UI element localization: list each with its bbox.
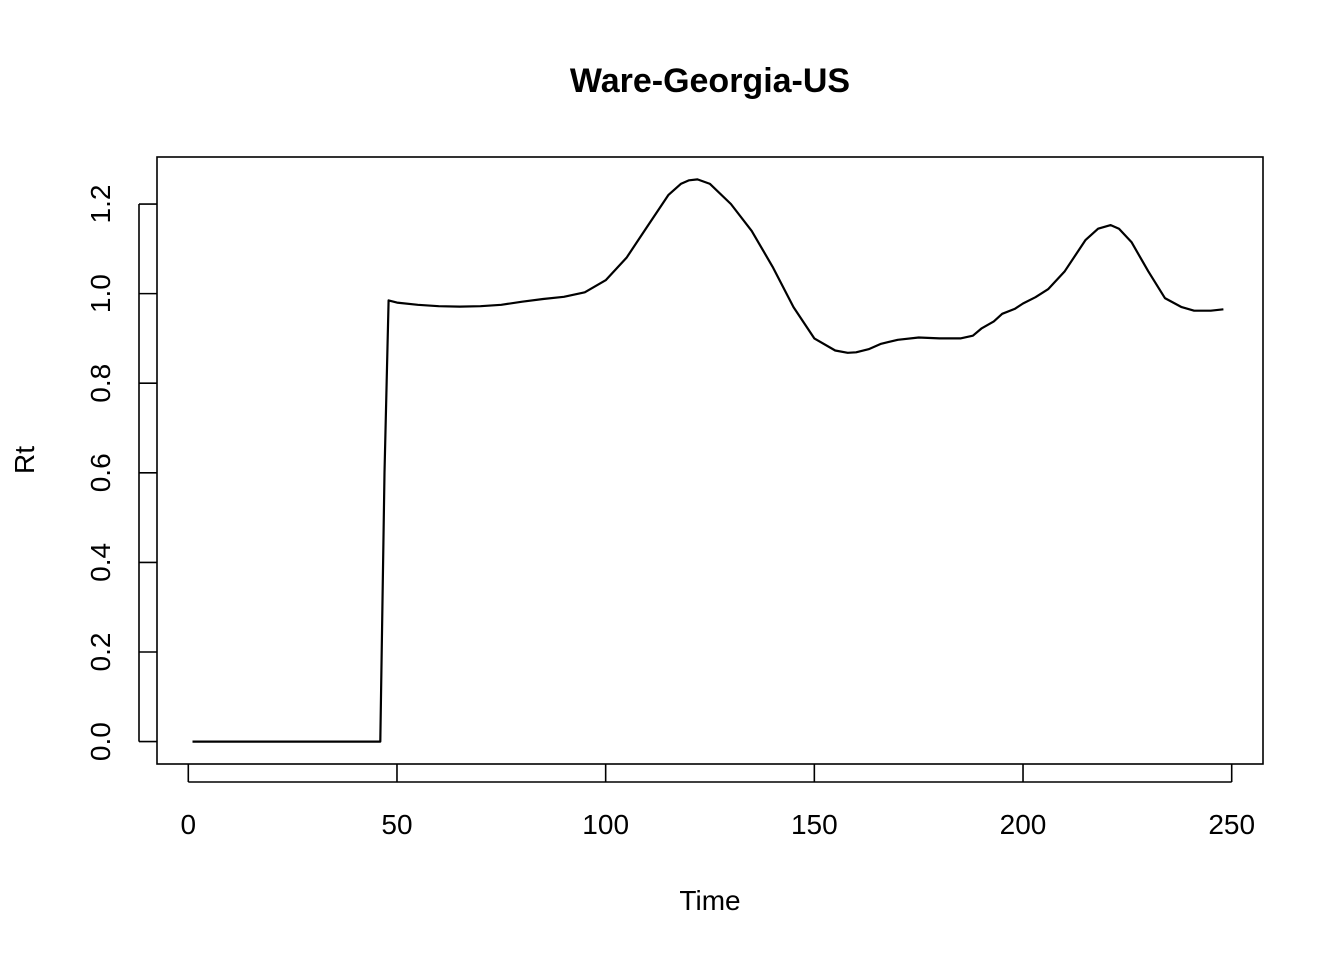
x-tick-label: 0 [181,809,197,840]
x-tick-label: 50 [381,809,412,840]
y-tick-label: 0.8 [85,364,116,403]
x-tick-label: 200 [1000,809,1047,840]
y-tick-label: 1.0 [85,274,116,313]
plot-frame [156,156,1264,765]
y-tick-label: 0.2 [85,633,116,672]
x-axis-label: Time [679,885,740,916]
y-tick-label: 1.2 [85,185,116,224]
series-group [192,178,1224,743]
x-axis: 0 50 100 150 200 250 [181,764,1255,840]
y-tick-label: 0.6 [85,453,116,492]
y-axis-label: Rt [9,446,40,474]
rt-series-line [192,178,1224,743]
y-tick-label: 0.0 [85,722,116,761]
x-tick-label: 150 [791,809,838,840]
y-tick-label: 0.4 [85,543,116,582]
chart-title: Ware-Georgia-US [570,62,850,100]
y-axis: 0.0 0.2 0.4 0.6 0.8 1.0 1.2 [85,185,157,761]
x-tick-label: 100 [582,809,629,840]
x-tick-label: 250 [1208,809,1255,840]
